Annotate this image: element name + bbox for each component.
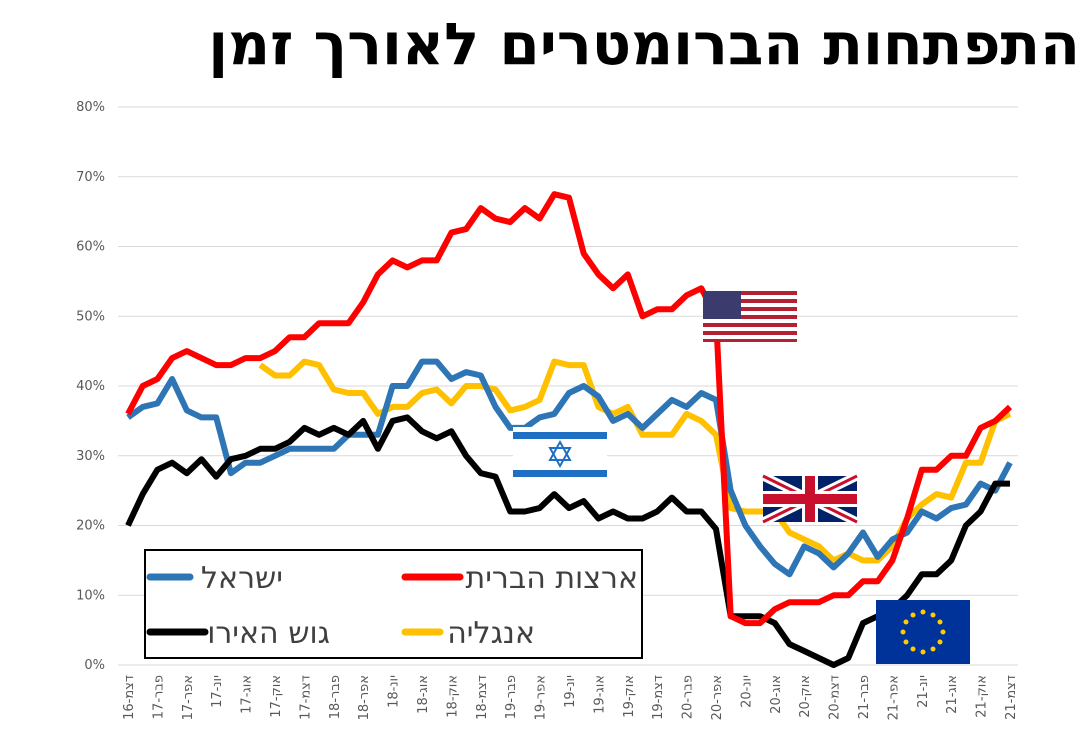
y-tick-label: 30% <box>76 449 105 464</box>
series-line <box>126 358 1013 578</box>
x-tick-label: אפר-18 <box>357 675 372 720</box>
x-tick-label: אפר-17 <box>181 675 196 720</box>
x-tick-label: אוק-18 <box>445 675 460 718</box>
y-tick-label: 0% <box>84 658 105 673</box>
series-line <box>258 358 1012 564</box>
x-tick-label: פבר-18 <box>328 675 343 719</box>
x-tick-label: אוק-20 <box>798 675 813 718</box>
x-tick-label: אוק-19 <box>622 675 637 718</box>
legend-label: ישראל <box>201 561 283 596</box>
legend: ישראל ארצות הברית גוש האירו אנגליה <box>144 549 643 659</box>
y-tick-label: 50% <box>76 309 105 324</box>
y-tick-label: 80% <box>76 100 105 115</box>
flag-uk <box>761 471 859 527</box>
x-tick-label: אפר-20 <box>710 675 725 720</box>
flag-us <box>703 291 797 342</box>
plot-lines <box>125 191 1013 668</box>
series-line <box>125 191 1013 627</box>
x-tick-label: יונ-18 <box>387 675 402 708</box>
y-tick-label: 40% <box>76 379 105 394</box>
x-tick-label: אפר-21 <box>886 675 901 720</box>
y-tick-label: 60% <box>76 240 105 255</box>
x-tick-label: יונ-21 <box>916 675 931 708</box>
x-tick-label: דצמ-21 <box>1004 675 1019 720</box>
x-tick-label: פבר-21 <box>857 675 872 719</box>
legend-label: ארצות הברית <box>465 561 638 596</box>
y-tick-label: 20% <box>76 519 105 534</box>
flags <box>513 291 970 664</box>
x-tick-label: פבר-19 <box>504 675 519 719</box>
series-line <box>125 414 1010 668</box>
x-tick-label: יונ-20 <box>739 675 754 708</box>
flag-eu <box>876 600 970 664</box>
x-tick-label: יונ-19 <box>563 675 578 708</box>
x-tick-label: דצמ-16 <box>122 675 137 720</box>
x-tick-label: אוג-17 <box>240 675 255 714</box>
legend-box <box>144 549 643 659</box>
x-tick-label: אוג-18 <box>416 675 431 714</box>
x-tick-label: פבר-17 <box>151 675 166 719</box>
x-tick-label: אוק-21 <box>975 675 990 718</box>
x-tick-label: אפר-19 <box>534 675 549 720</box>
x-tick-label: אוג-21 <box>945 675 960 714</box>
x-tick-label: פבר-20 <box>681 675 696 719</box>
x-tick-label: אוג-19 <box>592 675 607 714</box>
x-tick-label: דצמ-20 <box>828 675 843 720</box>
y-tick-label: 70% <box>76 170 105 185</box>
flag-israel <box>513 427 607 482</box>
chart-title: התפתחות הברומטרים לאורך זמן <box>208 10 1080 78</box>
legend-label: אנגליה <box>447 616 535 651</box>
x-tick-label: דצמ-18 <box>475 675 490 720</box>
x-tick-label: דצמ-17 <box>298 675 313 720</box>
legend-label: גוש האירו <box>207 616 330 651</box>
y-tick-label: 10% <box>76 588 105 603</box>
x-tick-label: אוג-20 <box>769 675 784 714</box>
x-tick-label: יונ-17 <box>210 675 225 708</box>
x-tick-label: דצמ-19 <box>651 675 666 720</box>
x-tick-label: אוק-17 <box>269 675 284 718</box>
